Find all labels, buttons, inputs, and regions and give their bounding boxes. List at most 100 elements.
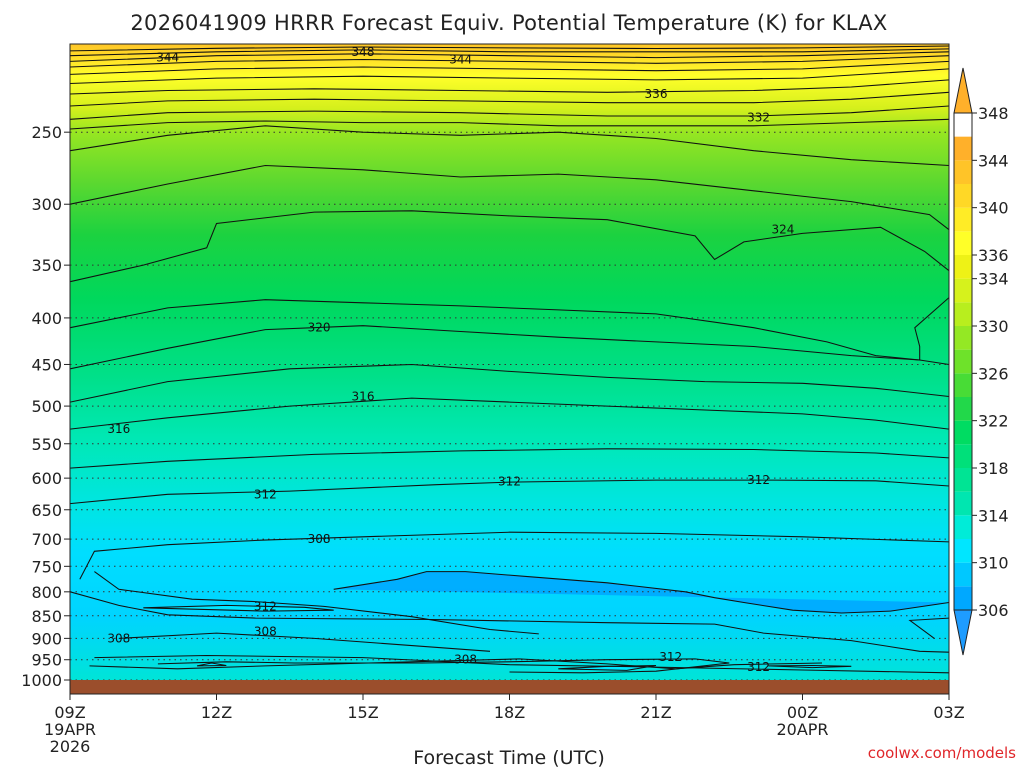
chart-title: 2026041909 HRRR Forecast Equiv. Potentia…	[130, 11, 887, 35]
y-tick-label-350: 350	[31, 256, 62, 275]
contour-label-11: 312	[254, 487, 277, 501]
contour-label-7: 316	[352, 389, 375, 403]
contour-326-20	[70, 164, 949, 231]
colorbar-band-326	[954, 349, 972, 374]
colorbar-band-306	[954, 586, 972, 610]
y-axis: 250 300 350 400 450 500 550 600 650 700 750 800 850 9…	[21, 123, 70, 690]
colorbar: 306 310 314 318 322 326 330 334 336 340 344 348	[953, 67, 1009, 656]
colorbar-min-arrow	[953, 609, 973, 656]
colorbar-band-322	[954, 397, 972, 421]
y-tick-label-1000: 1000	[21, 671, 62, 690]
contour-322-18	[70, 297, 949, 361]
contour-label-0: 344	[156, 51, 179, 65]
colorbar-label-322: 322	[978, 412, 1009, 431]
colorbar-band-328	[954, 326, 972, 350]
contour-label-13: 312	[254, 599, 277, 613]
colorbar-label-306: 306	[978, 601, 1009, 620]
contour-label-17: 312	[659, 650, 682, 664]
colorbar-band-330	[954, 302, 972, 326]
contour-308-2	[79, 531, 949, 580]
contour-lines	[70, 45, 949, 674]
contour-336-25	[70, 79, 949, 95]
contour-308-5	[89, 658, 823, 670]
contour-label-5: 324	[772, 223, 795, 237]
credit-link[interactable]: coolwx.com/models	[868, 744, 1016, 762]
contour-312-10	[157, 658, 730, 674]
region-306-core	[333, 571, 949, 613]
y-tick-label-800: 800	[31, 583, 62, 602]
y-tick-label-550: 550	[31, 435, 62, 454]
contour-334-24	[70, 91, 949, 107]
colorbar-band-334	[954, 255, 972, 279]
contour-308-4	[118, 632, 491, 652]
colorbar-band-314	[954, 491, 972, 516]
contour-label-12: 308	[308, 532, 331, 546]
contour-label-4: 332	[747, 111, 770, 125]
contour-312-11	[196, 662, 227, 667]
contour-label-18: 312	[747, 660, 770, 674]
contour-332-23	[70, 105, 949, 120]
y-tick-label-600: 600	[31, 469, 62, 488]
contour-labels: 344 348 344 336 332 324 320 316 316 312 312 312 308 3…	[107, 45, 795, 674]
contour-308-3	[94, 571, 539, 635]
contour-312-12	[558, 664, 657, 671]
contour-338-26	[70, 68, 949, 85]
x-axis-label: Forecast Time (UTC)	[413, 747, 604, 768]
contour-340-27	[70, 60, 949, 75]
contour-306-1	[908, 617, 949, 639]
colorbar-band-320	[954, 420, 972, 445]
y-tick-label-450: 450	[31, 355, 62, 374]
colorbar-band-316	[954, 468, 972, 492]
colorbar-label-344: 344	[978, 151, 1009, 170]
contour-label-9: 312	[498, 474, 521, 488]
colorbar-label-310: 310	[978, 554, 1009, 573]
contour-346-30	[70, 48, 949, 57]
colorbar-band-332	[954, 278, 972, 303]
x-tick-label-3-0: 12Z	[201, 703, 232, 722]
colorbar-label-330: 330	[978, 317, 1009, 336]
contour-324-19	[70, 210, 949, 283]
y-tick-label-700: 700	[31, 530, 62, 549]
ground-layer	[70, 680, 949, 694]
x-tick-label-15-0: 00Z	[787, 703, 818, 722]
colorbar-label-340: 340	[978, 199, 1009, 218]
colorbar-band-338	[954, 207, 972, 232]
x-tick-label-0-2: 2026	[50, 737, 91, 756]
contour-314-14	[70, 448, 949, 469]
plot-background	[70, 44, 949, 680]
colorbar-max-arrow	[953, 67, 973, 114]
contour-330-22	[70, 118, 949, 130]
colorbar-label-348: 348	[978, 104, 1009, 123]
contour-label-15: 308	[107, 631, 130, 645]
contour-348-31	[70, 45, 949, 52]
contour-328-21	[70, 125, 949, 167]
contour-label-6: 320	[308, 321, 331, 335]
y-tick-label-850: 850	[31, 607, 62, 626]
colorbar-band-312	[954, 515, 972, 539]
colorbar-band-336	[954, 231, 972, 255]
y-tick-label-750: 750	[31, 557, 62, 576]
contour-312-9	[143, 604, 334, 612]
x-tick-label-15-1: 20APR	[776, 720, 828, 739]
x-tick-label-0-0: 09Z	[54, 703, 85, 722]
contour-label-8: 316	[107, 422, 130, 436]
colorbar-band-344	[954, 136, 972, 161]
contour-label-1: 348	[352, 45, 375, 59]
plot-area: 344 348 344 336 332 324 320 316 316 312 312 312 308 3…	[69, 43, 950, 695]
contour-label-14: 308	[254, 625, 277, 639]
contour-344-29	[70, 51, 949, 62]
colorbar-band-310	[954, 539, 972, 563]
colorbar-label-314: 314	[978, 506, 1009, 525]
contour-label-16: 308	[454, 653, 477, 667]
contour-310-6	[70, 591, 949, 653]
colorbar-band-324	[954, 373, 972, 397]
y-tick-label-950: 950	[31, 651, 62, 670]
x-tick-label-12-0: 21Z	[640, 703, 671, 722]
x-tick-label-18-0: 03Z	[933, 703, 964, 722]
x-tick-label-6-0: 15Z	[347, 703, 378, 722]
y-tick-label-250: 250	[31, 123, 62, 142]
contour-320-17	[70, 325, 949, 370]
y-tick-label-900: 900	[31, 629, 62, 648]
